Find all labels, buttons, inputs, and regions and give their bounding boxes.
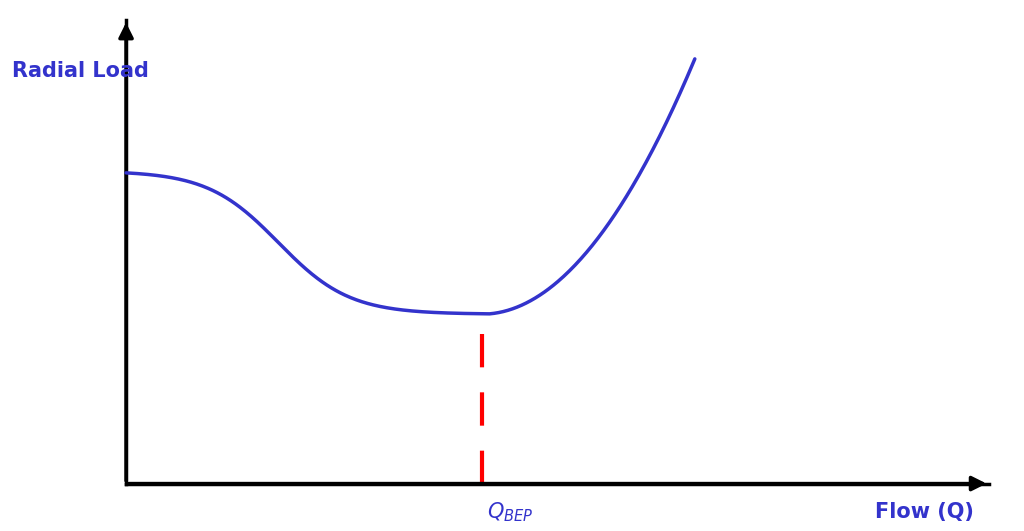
Text: $Q_{BEP}$: $Q_{BEP}$ xyxy=(486,500,534,524)
Text: Radial Load: Radial Load xyxy=(12,62,150,81)
Text: Flow (Q): Flow (Q) xyxy=(876,502,974,522)
